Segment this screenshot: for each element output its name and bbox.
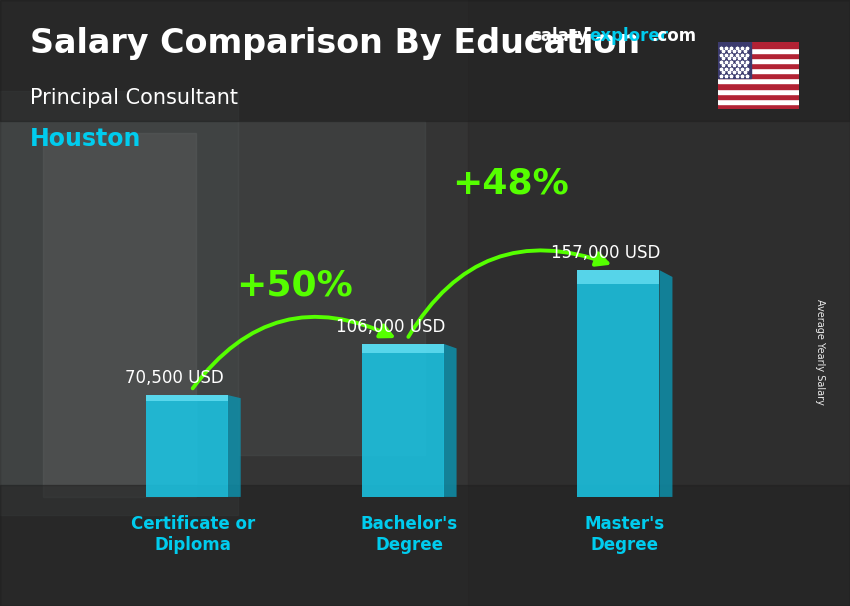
Text: +50%: +50% [236, 268, 353, 302]
Text: Average Yearly Salary: Average Yearly Salary [815, 299, 825, 404]
Text: 70,500 USD: 70,500 USD [125, 369, 224, 387]
Bar [718, 73, 799, 78]
Bar [468, 0, 850, 606]
Text: Houston: Houston [30, 127, 141, 152]
Bar [718, 63, 799, 68]
Bar [0, 91, 238, 515]
Bar [145, 395, 228, 401]
Bar [718, 99, 799, 104]
Bar [361, 344, 444, 497]
Text: +48%: +48% [452, 167, 569, 201]
Text: .com: .com [651, 27, 696, 45]
Bar [577, 270, 660, 284]
Text: 106,000 USD: 106,000 USD [336, 318, 445, 336]
Polygon shape [444, 344, 456, 497]
Bar [718, 42, 751, 78]
Bar [145, 395, 228, 497]
Bar [0, 485, 850, 606]
Text: Bachelor's
Degree: Bachelor's Degree [360, 515, 457, 554]
Text: 157,000 USD: 157,000 USD [552, 244, 660, 262]
Bar [718, 84, 799, 88]
Bar [718, 94, 799, 99]
Polygon shape [660, 270, 672, 497]
Text: explorer: explorer [589, 27, 668, 45]
Bar [718, 58, 799, 63]
Bar [238, 121, 425, 454]
Bar [0, 0, 850, 121]
Bar [718, 53, 799, 58]
Text: Certificate or
Diploma: Certificate or Diploma [131, 515, 255, 554]
Bar [718, 42, 799, 47]
Bar [42, 133, 196, 497]
Polygon shape [228, 395, 241, 497]
Bar [718, 104, 799, 109]
Bar [718, 78, 799, 84]
Bar [718, 88, 799, 94]
Bar [361, 344, 444, 353]
Text: Master's
Degree: Master's Degree [585, 515, 665, 554]
Bar [577, 270, 660, 497]
Bar [718, 47, 799, 53]
Text: salary: salary [531, 27, 588, 45]
Bar [718, 68, 799, 73]
Text: Principal Consultant: Principal Consultant [30, 88, 238, 108]
Text: Salary Comparison By Education: Salary Comparison By Education [30, 27, 640, 60]
